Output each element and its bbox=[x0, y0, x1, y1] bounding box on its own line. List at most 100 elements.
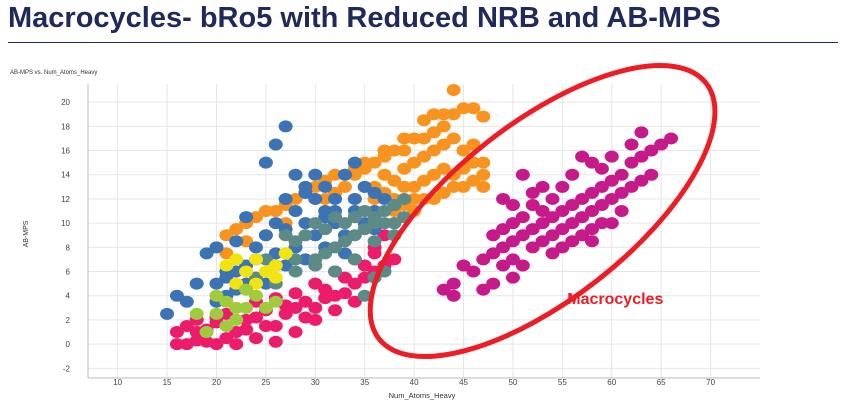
data-point bbox=[446, 277, 461, 290]
data-point bbox=[446, 84, 461, 97]
data-point bbox=[199, 326, 214, 339]
data-point bbox=[249, 241, 263, 254]
data-point bbox=[535, 235, 550, 248]
chart-title: AB-MPS vs. Num_Atoms_Heavy bbox=[10, 70, 97, 76]
data-point bbox=[288, 192, 303, 205]
data-point bbox=[555, 180, 570, 193]
data-point bbox=[624, 138, 639, 151]
data-point bbox=[565, 198, 580, 211]
x-tick-label: 30 bbox=[311, 378, 320, 387]
data-point bbox=[456, 144, 471, 157]
data-point bbox=[575, 229, 590, 242]
data-point bbox=[585, 156, 599, 169]
data-point bbox=[357, 205, 372, 218]
data-point bbox=[258, 156, 273, 169]
data-point bbox=[278, 192, 293, 205]
data-point bbox=[209, 289, 224, 302]
data-point bbox=[624, 156, 639, 169]
data-points bbox=[160, 84, 679, 351]
data-point bbox=[575, 192, 590, 205]
data-point bbox=[357, 162, 372, 175]
data-point bbox=[347, 211, 362, 224]
data-point bbox=[664, 132, 679, 145]
data-point bbox=[268, 259, 283, 272]
data-point bbox=[476, 168, 491, 181]
data-point bbox=[239, 211, 254, 224]
data-point bbox=[515, 168, 530, 181]
data-point bbox=[565, 168, 580, 181]
data-point bbox=[209, 338, 224, 351]
data-point bbox=[219, 271, 234, 284]
data-point bbox=[614, 205, 629, 218]
data-point bbox=[308, 180, 323, 193]
data-point bbox=[436, 186, 451, 199]
data-point bbox=[387, 198, 402, 211]
data-point bbox=[288, 265, 303, 278]
x-axis-label: Num_Atoms_Heavy bbox=[389, 391, 456, 400]
data-point bbox=[288, 253, 303, 266]
data-point bbox=[337, 180, 352, 193]
data-point bbox=[258, 265, 273, 278]
data-point bbox=[545, 192, 560, 205]
data-point bbox=[525, 186, 540, 199]
data-point bbox=[585, 223, 599, 236]
axes: -2 0 2 4 6 8 10 12 14 16 18 20 10 15 20 25 30 35 40 45 50 55 6… bbox=[61, 84, 760, 387]
data-point bbox=[367, 156, 382, 169]
data-point bbox=[515, 211, 530, 224]
y-tick-label: 12 bbox=[61, 195, 70, 204]
data-point bbox=[219, 295, 234, 308]
data-point bbox=[169, 338, 184, 351]
data-point bbox=[436, 120, 451, 133]
data-point bbox=[278, 120, 293, 133]
data-point bbox=[397, 180, 412, 193]
data-point bbox=[357, 223, 372, 236]
y-axis-label: AB-MPS bbox=[23, 220, 30, 247]
data-point bbox=[308, 301, 323, 314]
x-tick-label: 50 bbox=[508, 378, 517, 387]
data-point bbox=[555, 241, 570, 254]
data-point bbox=[239, 301, 254, 314]
data-point bbox=[209, 277, 224, 290]
data-point bbox=[614, 168, 629, 181]
data-point bbox=[249, 289, 263, 302]
data-point bbox=[417, 150, 431, 163]
data-point bbox=[179, 295, 194, 308]
data-point bbox=[525, 198, 540, 211]
data-point bbox=[436, 162, 451, 175]
data-point bbox=[278, 259, 293, 272]
data-point bbox=[239, 323, 254, 336]
data-point bbox=[476, 156, 491, 169]
data-point bbox=[239, 235, 254, 248]
data-point bbox=[249, 277, 263, 290]
x-tick-label: 35 bbox=[360, 378, 369, 387]
y-tick-label: 4 bbox=[66, 292, 71, 301]
data-point bbox=[377, 217, 392, 230]
data-point bbox=[347, 229, 362, 242]
data-point bbox=[229, 253, 244, 266]
data-point bbox=[446, 108, 461, 121]
data-point bbox=[634, 150, 649, 163]
data-point bbox=[604, 174, 619, 187]
data-point bbox=[357, 180, 372, 193]
y-tick-label: 20 bbox=[61, 98, 70, 107]
data-point bbox=[347, 253, 362, 266]
data-point bbox=[318, 192, 333, 205]
data-point bbox=[377, 168, 392, 181]
data-point bbox=[496, 223, 511, 236]
y-tick-label: 2 bbox=[66, 316, 71, 325]
data-point bbox=[535, 217, 550, 230]
data-point bbox=[229, 223, 244, 236]
data-point bbox=[298, 229, 313, 242]
data-point bbox=[466, 102, 481, 115]
data-point bbox=[387, 217, 402, 230]
data-point bbox=[594, 162, 609, 175]
data-point bbox=[337, 217, 352, 230]
data-point bbox=[229, 313, 244, 326]
data-point bbox=[545, 229, 560, 242]
data-point bbox=[545, 211, 560, 224]
data-point bbox=[328, 192, 343, 205]
data-point bbox=[525, 223, 540, 236]
data-point bbox=[387, 144, 402, 157]
x-tick-label: 10 bbox=[113, 378, 122, 387]
data-point bbox=[268, 247, 283, 260]
